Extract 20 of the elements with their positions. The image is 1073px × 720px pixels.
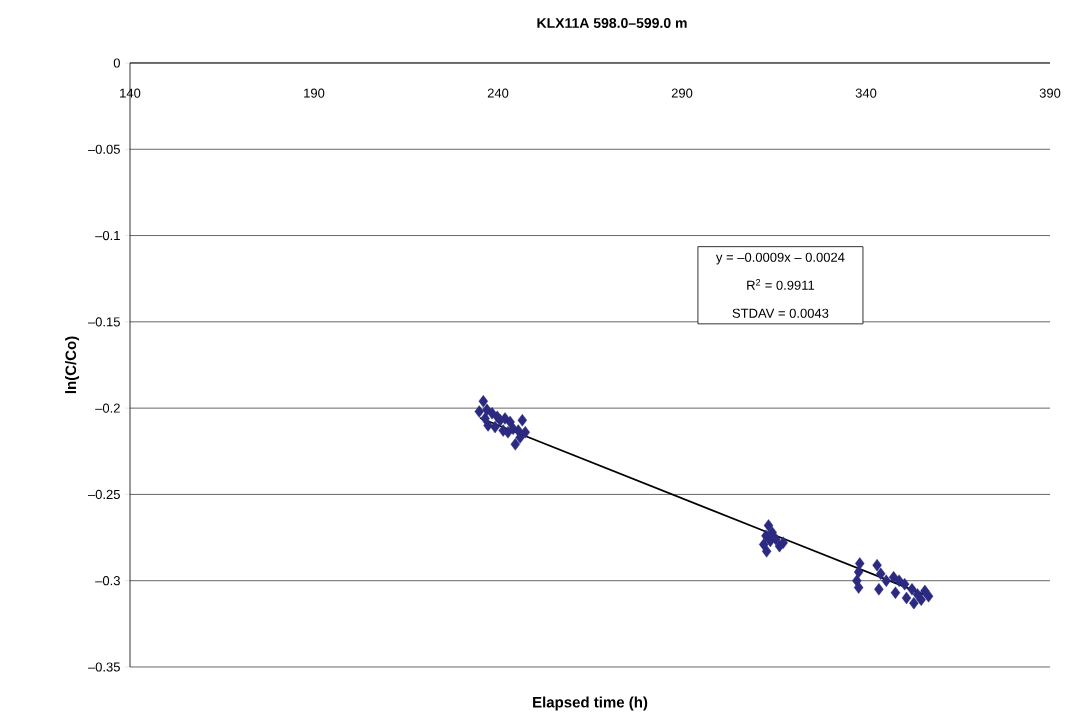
annotation: STDAV = 0.0043: [732, 308, 829, 318]
y-axis-title: ln(C/Co): [65, 336, 80, 394]
y-tick-label: –0.05: [87, 144, 120, 154]
annotation: y = –0.0009x – 0.0024: [715, 252, 845, 265]
chart-title: KLX11A 598.0–599.0 m: [537, 18, 687, 28]
y-tick-label: –0.1: [95, 230, 120, 241]
x-tick-label: 290: [671, 88, 693, 98]
y-tick-label: –0.15: [87, 317, 120, 327]
y-tick-label: –0.25: [87, 489, 120, 500]
y-tick-label: –0.2: [95, 403, 120, 413]
y-tick-label: –0.35: [87, 662, 120, 672]
x-tick-label: 390: [1039, 88, 1061, 98]
x-tick-label: 140: [120, 88, 141, 98]
x-axis-title: Elapsed time (h): [533, 696, 648, 711]
x-tick-label: 190: [304, 88, 325, 98]
x-tick-label: 340: [855, 88, 877, 98]
y-tick-label: –0.3: [95, 576, 120, 586]
annotation: R$^{2}$ = 0.9911: [747, 279, 815, 290]
x-tick-label: 240: [487, 88, 509, 98]
y-tick-label: 0: [113, 58, 120, 68]
